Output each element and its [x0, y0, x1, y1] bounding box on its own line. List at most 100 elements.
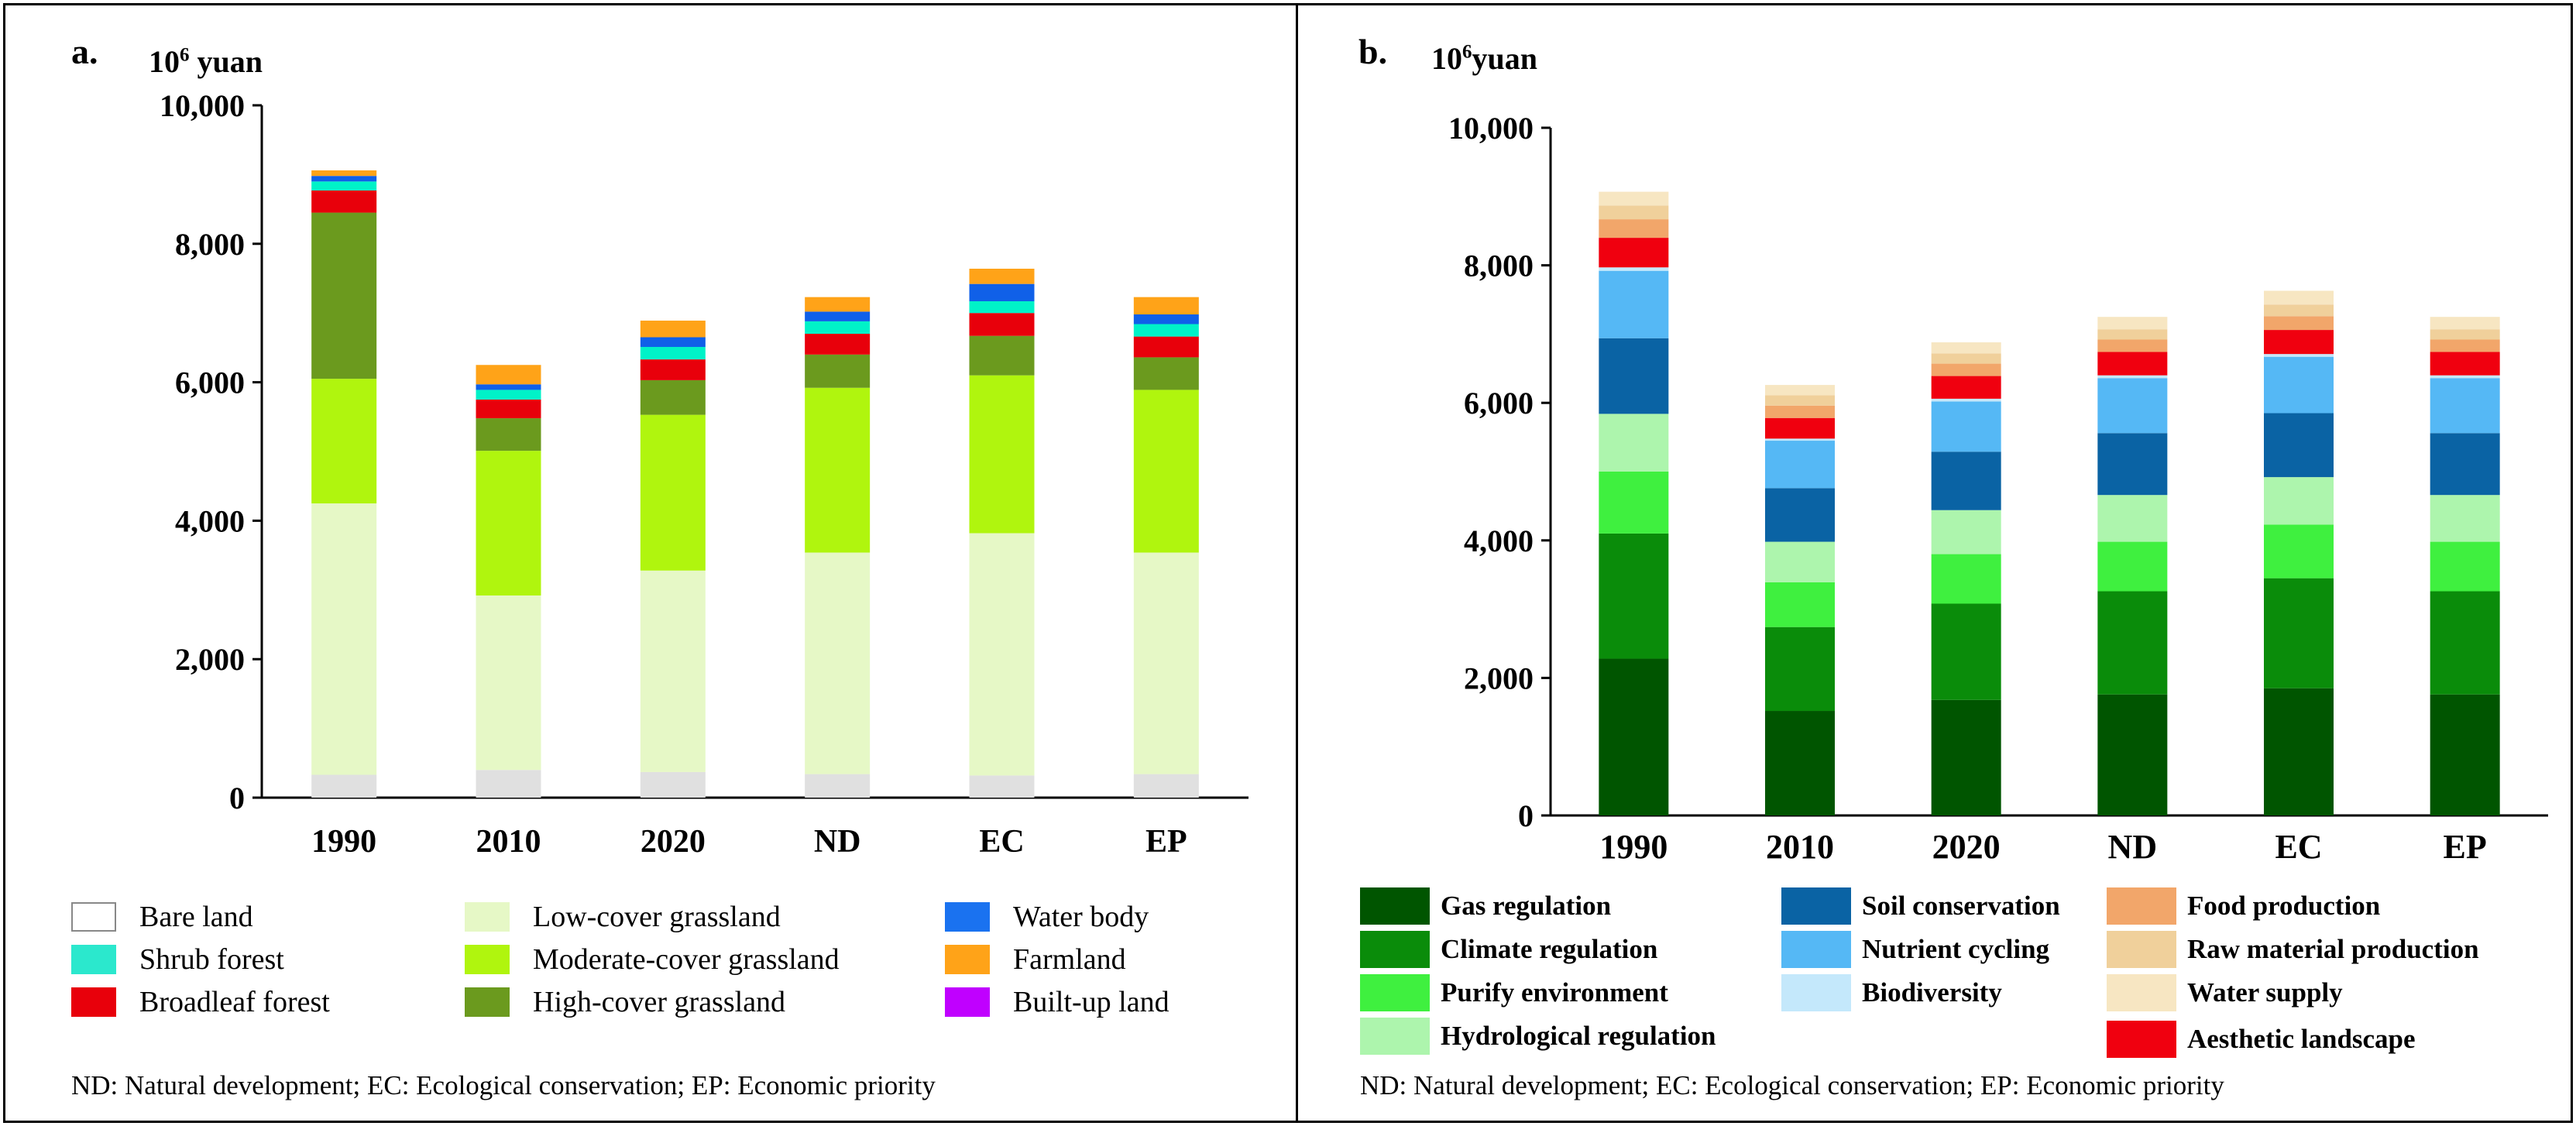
- legend-a-label: Farmland: [1013, 943, 1126, 976]
- panel-a-bar-segment: [640, 414, 706, 571]
- panel-b-bar-segment: [1599, 205, 1669, 220]
- panel-b-bar-segment: [2430, 433, 2500, 496]
- panel-b-bar-segment: [1765, 417, 1835, 439]
- panel-b-bar-segment: [1931, 603, 2001, 700]
- legend-b-item: Hydrological regulation: [1360, 1018, 1716, 1055]
- legend-b-item: Gas regulation: [1360, 887, 1611, 925]
- legend-b-swatch: [1360, 887, 1430, 925]
- panel-b-y-tick-label: 0: [1518, 798, 1534, 833]
- panel-b-category-label: 2010: [1766, 828, 1834, 866]
- legend-a-swatch: [465, 902, 510, 932]
- figure-frame: [3, 3, 2573, 1123]
- legend-b-swatch: [2107, 931, 2176, 968]
- panel-a-bar-segment: [969, 335, 1035, 376]
- panel-b-bar-segment: [2264, 304, 2334, 317]
- panel-a-bar-segment: [805, 334, 871, 355]
- panel-b-bar-segment: [1765, 395, 1835, 406]
- panel-a-bar-segment: [311, 212, 377, 379]
- panel-a-bar-segment: [1133, 390, 1199, 553]
- panel-a-unit-text: yuan: [189, 44, 263, 79]
- panel-b-category-label: EC: [2275, 828, 2322, 866]
- legend-b-item: Raw material production: [2107, 931, 2479, 968]
- panel-b-bar-segment: [2097, 591, 2168, 695]
- panel-b-bar-segment: [2430, 378, 2500, 434]
- panel-a-bar-segment: [1133, 336, 1199, 358]
- panel-b-bar-segment: [2264, 477, 2334, 525]
- panel-b-bar-segment: [1599, 191, 1669, 206]
- panel-b-label: b.: [1358, 32, 1388, 71]
- panel-a-bar-segment: [969, 375, 1035, 534]
- panel-a-unit-exp: 6: [180, 44, 190, 66]
- legend-b-label: Water supply: [2187, 977, 2343, 1008]
- panel-b-bar-segment: [2097, 375, 2168, 379]
- panel-b-unit-text: yuan: [1472, 41, 1538, 76]
- panel-a-category-label: 2020: [641, 824, 706, 860]
- panel-a-bar-segment: [476, 451, 541, 596]
- panel-b-bar-segment: [2264, 290, 2334, 305]
- panel-b-bar-segment: [2264, 330, 2334, 355]
- legend-a-swatch: [71, 902, 116, 932]
- panel-b-bar-segment: [1931, 376, 2001, 399]
- panel-b-bar-segment: [2430, 339, 2500, 352]
- legend-b-label: Climate regulation: [1441, 934, 1658, 964]
- legend-b-item: Food production: [2107, 887, 2380, 925]
- panel-a-bar-segment: [640, 321, 706, 338]
- legend-b-label: Aesthetic landscape: [2187, 1024, 2416, 1054]
- legend-b-label: Hydrological regulation: [1441, 1021, 1716, 1051]
- panel-a-bar-segment: [805, 321, 871, 335]
- panel-a-bar-segment: [476, 365, 541, 385]
- panel-a-bar-segment: [969, 268, 1035, 284]
- panel-b-bar-segment: [1599, 338, 1669, 414]
- panel-a-unit-base: 10: [149, 44, 180, 79]
- panel-a-footnote: ND: Natural development; EC: Ecological …: [71, 1070, 936, 1100]
- panel-b-bar-segment: [2097, 378, 2168, 434]
- legend-a-swatch: [945, 945, 990, 974]
- panel-b-bar-segment: [1599, 270, 1669, 338]
- panel-b-bar-segment: [1599, 238, 1669, 268]
- legend-a-swatch: [945, 987, 990, 1017]
- panel-a-bar-segment: [640, 379, 706, 415]
- legend-a-item: Moderate-cover grassland: [465, 942, 840, 977]
- panel-divider: [1296, 3, 1298, 1123]
- panel-a-bar-segment: [311, 181, 377, 191]
- panel-a-bar-segment: [805, 311, 871, 321]
- legend-b-label: Gas regulation: [1441, 891, 1612, 921]
- panel-b-bar-segment: [1931, 342, 2001, 354]
- panel-b-y-tick-label: 2,000: [1464, 661, 1534, 695]
- panel-b-y-tick-label: 8,000: [1464, 249, 1534, 283]
- panel-a-bar-segment: [805, 297, 871, 312]
- legend-b-swatch: [1781, 887, 1851, 925]
- legend-a-item: Broadleaf forest: [71, 985, 330, 1019]
- panel-a-bar-segment: [476, 399, 541, 419]
- panel-a-bar-segment: [1133, 774, 1199, 798]
- panel-b-bar-segment: [1931, 510, 2001, 554]
- panel-b-bar-segment: [1765, 438, 1835, 441]
- legend-a-swatch: [945, 902, 990, 932]
- legend-b-item: Biodiversity: [1781, 974, 2002, 1011]
- panel-a-bar-segment: [476, 595, 541, 771]
- legend-b-item: Aesthetic landscape: [2107, 1021, 2416, 1058]
- panel-a-bar-segment: [476, 418, 541, 451]
- panel-b-bar-segment: [2430, 541, 2500, 592]
- panel-a-bar-segment: [640, 570, 706, 772]
- legend-a-label: Moderate-cover grassland: [533, 943, 840, 976]
- legend-b-item: Nutrient cycling: [1781, 931, 2049, 968]
- panel-a-bar-segment: [311, 503, 377, 775]
- legend-b-swatch: [2107, 887, 2176, 925]
- panel-a-category-label: ND: [814, 824, 861, 860]
- panel-a-category-label: EP: [1145, 824, 1187, 860]
- legend-a-label: Shrub forest: [139, 943, 284, 976]
- legend-b-label: Raw material production: [2187, 934, 2479, 964]
- panel-a-bar-segment: [969, 775, 1035, 798]
- panel-a-y-tick-label: 8,000: [175, 227, 245, 262]
- legend-b-item: Water supply: [2107, 974, 2343, 1011]
- panel-a-label: a.: [71, 32, 98, 71]
- panel-a-bar-segment: [805, 552, 871, 774]
- panel-b-bar-segment: [2097, 329, 2168, 340]
- legend-a-item: High-cover grassland: [465, 985, 785, 1019]
- panel-b-bar-segment: [2430, 495, 2500, 542]
- panel-b-bar-segment: [2097, 339, 2168, 352]
- panel-a-bar-segment: [805, 774, 871, 798]
- legend-a-label: Bare land: [139, 901, 253, 933]
- panel-b-unit: 106yuan: [1431, 40, 1537, 77]
